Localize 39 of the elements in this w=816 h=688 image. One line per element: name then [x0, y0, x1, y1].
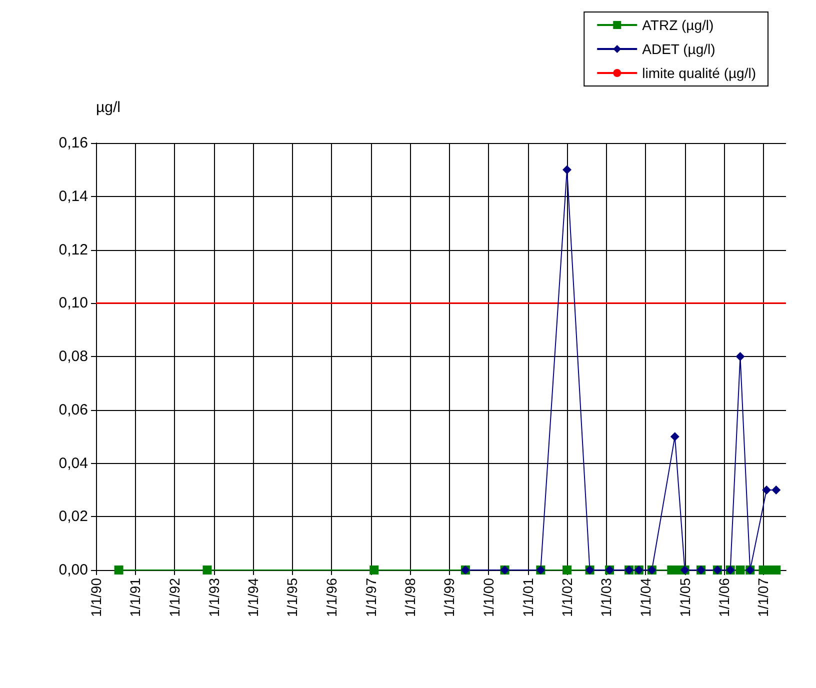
x-tick-label: 1/1/91 [127, 578, 144, 617]
x-tick-label: 1/1/93 [206, 578, 222, 617]
y-tick-label: 0,10 [58, 294, 88, 312]
y-tick-label: 0,08 [58, 348, 88, 365]
y-tick-label: 0,12 [58, 241, 88, 258]
x-tick-label: 1/1/05 [676, 578, 693, 617]
y-axis-title: µg/l [96, 99, 120, 116]
x-tick-label: 1/1/98 [402, 578, 418, 617]
y-tick-label: 0,06 [58, 401, 88, 418]
y-tick-label: 0,14 [58, 188, 88, 205]
point [202, 566, 212, 574]
x-tick-label: 1/1/97 [362, 578, 379, 617]
point [736, 566, 745, 574]
x-tick-label: 1/1/07 [755, 578, 772, 617]
legend-label: ATRZ (µg/l) [642, 17, 714, 33]
legend-label: limite qualité (µg/l) [642, 65, 756, 81]
x-tick-label: 1/1/90 [88, 578, 104, 617]
y-tick-label: 0,16 [58, 134, 88, 152]
point [762, 485, 772, 494]
x-tick-label: 1/1/99 [441, 578, 458, 617]
legend-label: ADET (µg/l) [642, 41, 716, 57]
point [736, 352, 745, 361]
point [562, 165, 572, 174]
x-tick-label: 1/1/06 [716, 578, 732, 617]
point [670, 432, 680, 442]
y-tick-label: 0,02 [58, 508, 88, 526]
x-tick-label: 1/1/03 [598, 578, 614, 617]
y-tick-label: 0,04 [58, 454, 88, 472]
x-tick-label: 1/1/04 [637, 578, 654, 617]
x-tick-label: 1/1/02 [558, 578, 575, 617]
x-tick-label: 1/1/96 [323, 578, 340, 617]
x-tick-label: 1/1/01 [520, 578, 536, 617]
x-tick-label: 1/1/92 [166, 578, 182, 617]
x-tick-label: 1/1/94 [245, 578, 261, 617]
point [772, 485, 781, 494]
point [114, 566, 124, 574]
x-tick-label: 1/1/00 [480, 578, 496, 617]
x-tick-label: 1/1/95 [284, 578, 300, 617]
y-tick-label: 0,00 [58, 562, 88, 578]
